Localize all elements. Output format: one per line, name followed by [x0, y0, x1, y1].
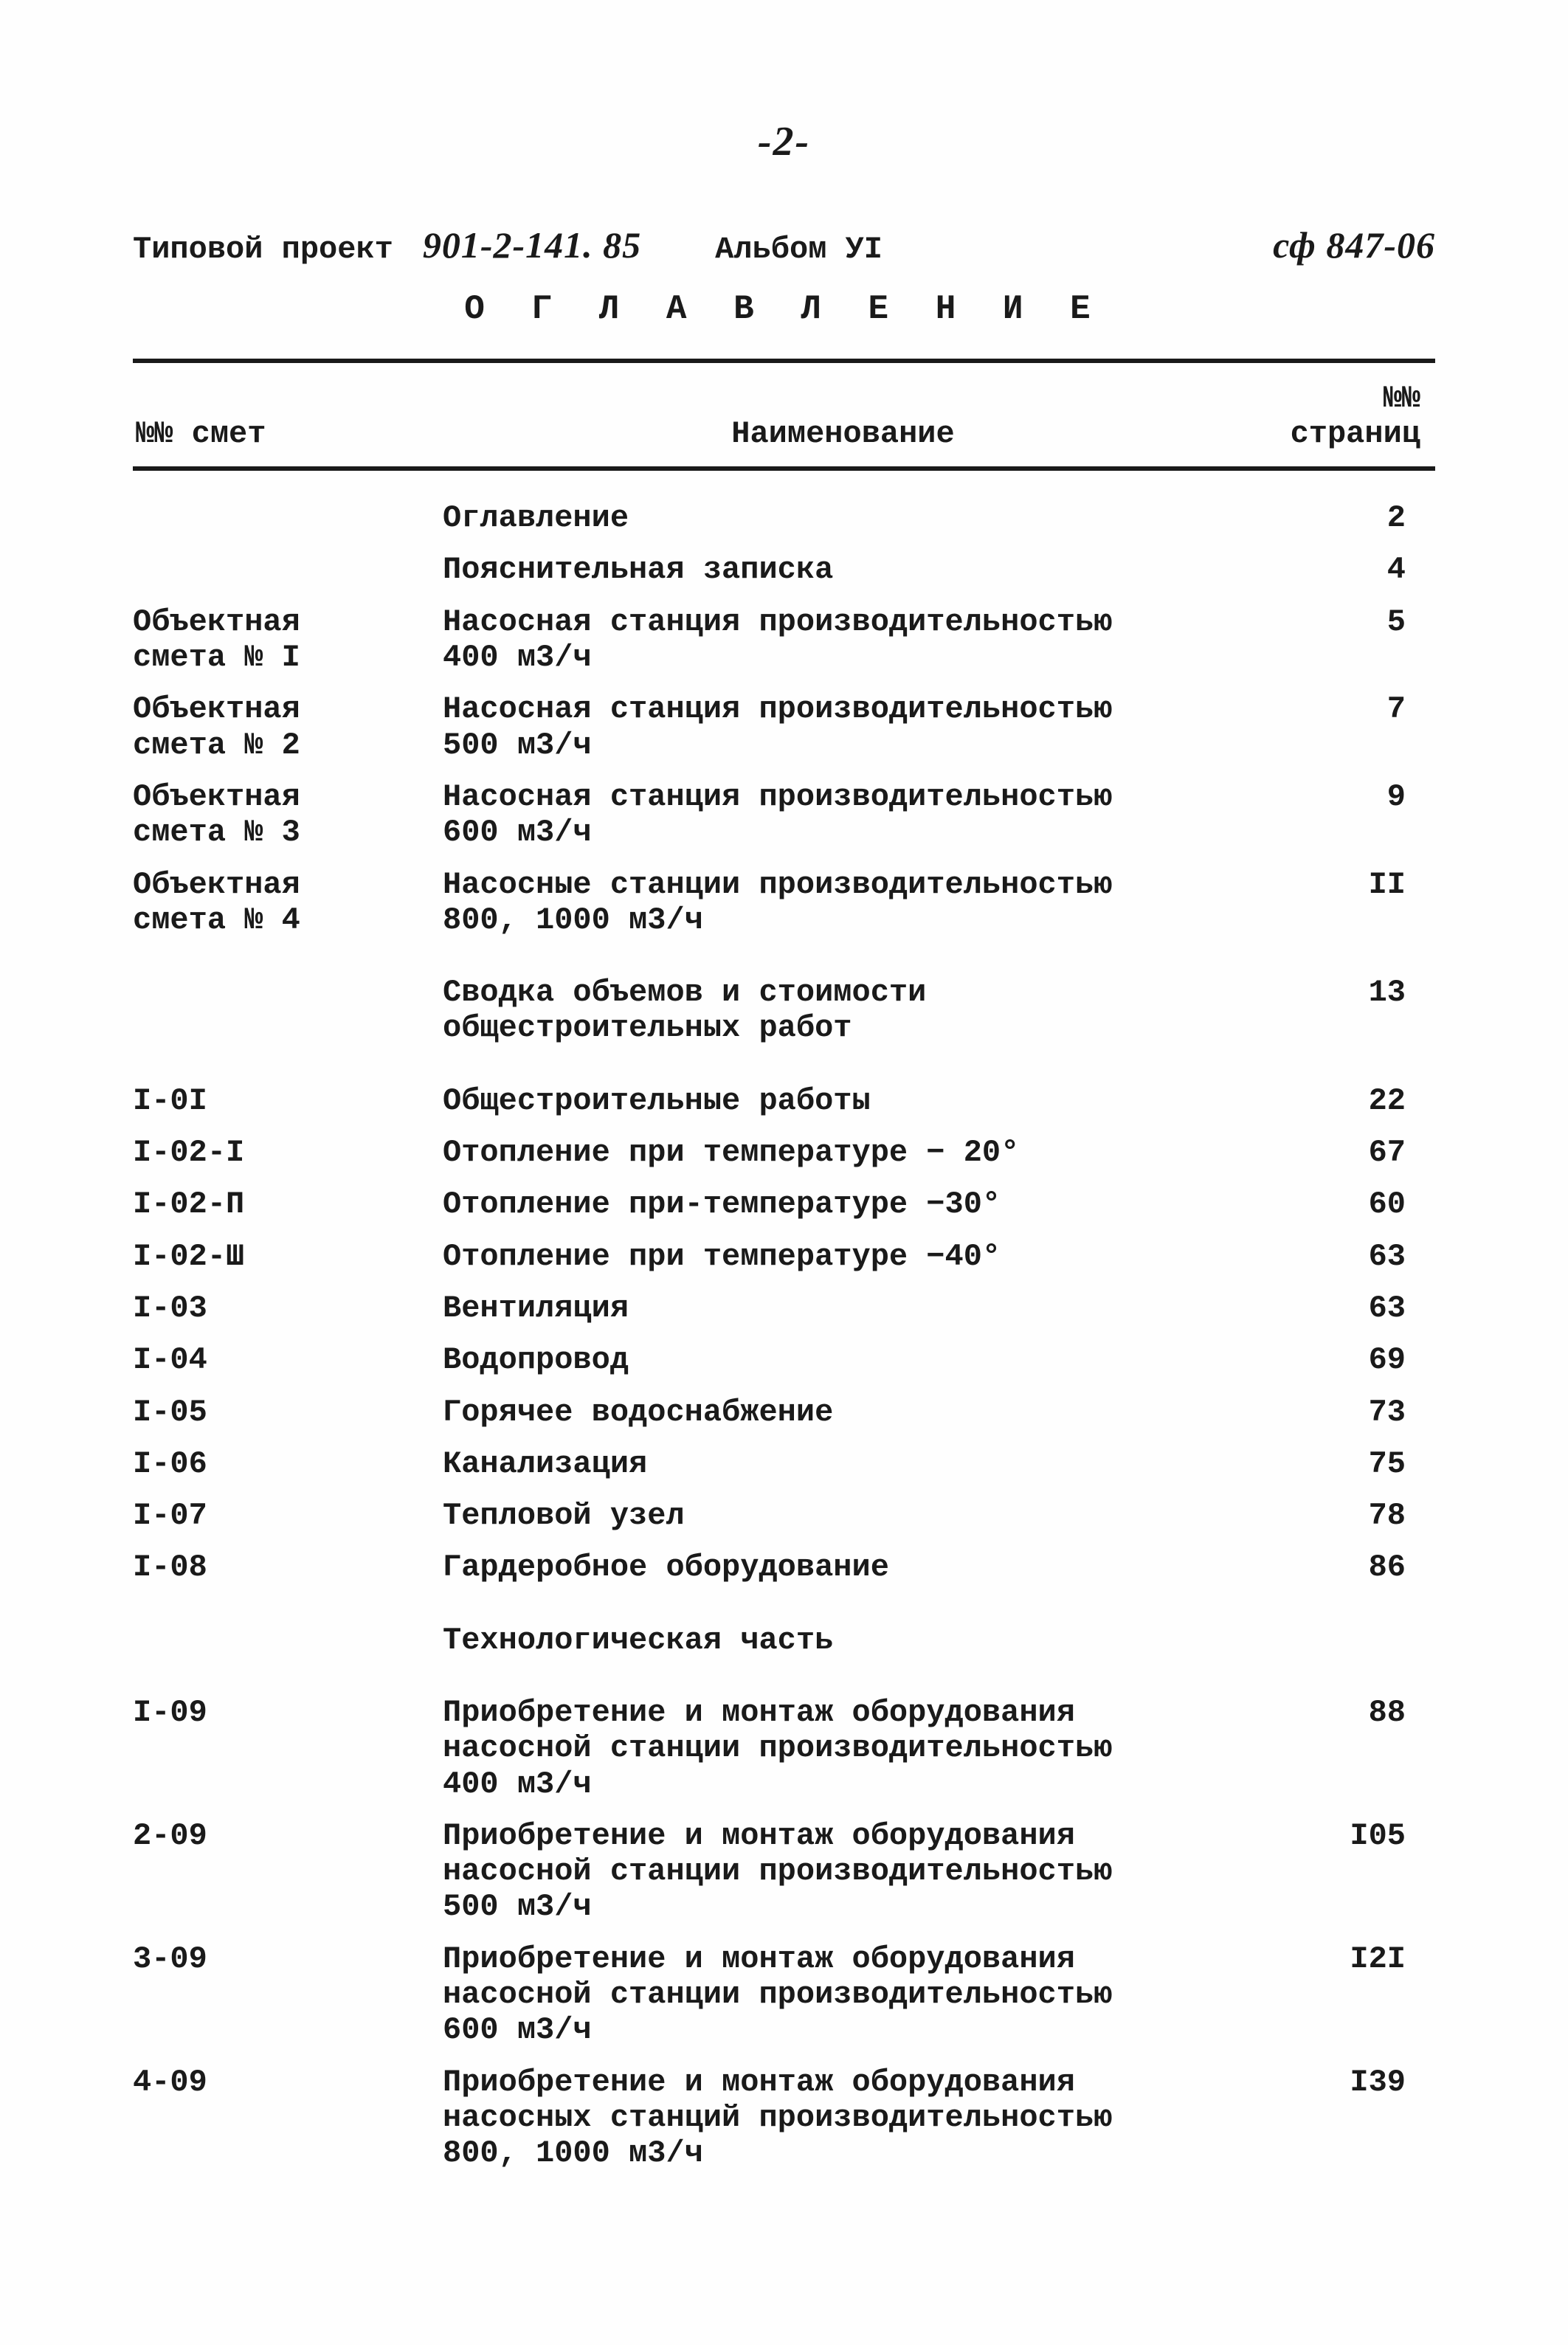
- cell-page: I39: [1243, 2065, 1435, 2100]
- table-row: I-07Тепловой узел78: [133, 1498, 1435, 1533]
- cell-page: 75: [1243, 1446, 1435, 1482]
- reference-code: сф 847-06: [1273, 224, 1435, 267]
- doc-header: Типовой проект 901-2-141. 85 Альбом УI с…: [133, 224, 1435, 267]
- cell-page: 78: [1243, 1498, 1435, 1533]
- cell-smet: 2-09: [133, 1818, 443, 1854]
- table-row: I-09Приобретение и монтаж оборудования н…: [133, 1695, 1435, 1802]
- cell-smet: Объектная смета № 2: [133, 691, 443, 763]
- cell-name: Тепловой узел: [443, 1498, 1243, 1533]
- cell-name: Приобретение и монтаж оборудования насос…: [443, 2065, 1243, 2172]
- cell-page: 22: [1243, 1083, 1435, 1119]
- cell-name: Приобретение и монтаж оборудования насос…: [443, 1941, 1243, 2048]
- cell-name: Насосная станция производительностью 400…: [443, 604, 1243, 676]
- cell-name: Канализация: [443, 1446, 1243, 1482]
- cell-smet: I-03: [133, 1291, 443, 1326]
- col-header-smet: №№ смет: [133, 416, 443, 452]
- cell-smet: Объектная смета № 4: [133, 867, 443, 939]
- cell-name: Отопление при температуре − 20°: [443, 1135, 1243, 1170]
- cell-smet: Объектная смета № I: [133, 604, 443, 676]
- cell-smet: I-09: [133, 1695, 443, 1730]
- table-row: Объектная смета № 3Насосная станция прои…: [133, 779, 1435, 851]
- cell-smet: I-04: [133, 1342, 443, 1378]
- project-number: 901-2-141. 85: [423, 224, 641, 267]
- cell-name: Насосная станция производительностью 600…: [443, 779, 1243, 851]
- cell-smet: 4-09: [133, 2065, 443, 2100]
- table-row: Пояснительная записка4: [133, 552, 1435, 587]
- cell-name: Водопровод: [443, 1342, 1243, 1378]
- cell-smet: I-08: [133, 1550, 443, 1585]
- cell-page: 5: [1243, 604, 1435, 640]
- cell-name: Насосная станция производительностью 500…: [443, 691, 1243, 763]
- section-gap: [133, 954, 1435, 975]
- table-row: Сводка объемов и стоимости общестроитель…: [133, 975, 1435, 1046]
- table-row: I-05Горячее водоснабжение73: [133, 1395, 1435, 1430]
- cell-page: 60: [1243, 1187, 1435, 1222]
- document-title: О Г Л А В Л Е Н И Е: [133, 290, 1435, 329]
- cell-name: Горячее водоснабжение: [443, 1395, 1243, 1430]
- table-row: Объектная смета № 4Насосные станции прои…: [133, 867, 1435, 939]
- page-number: -2-: [133, 118, 1435, 165]
- table-row: I-08Гардеробное оборудование86: [133, 1550, 1435, 1585]
- cell-smet: I-05: [133, 1395, 443, 1430]
- table-row: 2-09Приобретение и монтаж оборудования н…: [133, 1818, 1435, 1925]
- table-row: 3-09Приобретение и монтаж оборудования н…: [133, 1941, 1435, 2048]
- cell-smet: 3-09: [133, 1941, 443, 1977]
- cell-smet: Объектная смета № 3: [133, 779, 443, 851]
- cell-page: 2: [1243, 500, 1435, 536]
- cell-page: 67: [1243, 1135, 1435, 1170]
- table-row: I-03Вентиляция63: [133, 1291, 1435, 1326]
- table-row: I-0IОбщестроительные работы22: [133, 1083, 1435, 1119]
- cell-smet: I-02-I: [133, 1135, 443, 1170]
- cell-name: Отопление при-температуре −30°: [443, 1187, 1243, 1222]
- cell-page: 63: [1243, 1291, 1435, 1326]
- cell-page: 4: [1243, 552, 1435, 587]
- cell-smet: I-07: [133, 1498, 443, 1533]
- cell-page: 88: [1243, 1695, 1435, 1730]
- cell-name: Пояснительная записка: [443, 552, 1243, 587]
- table-row: Технологическая часть: [133, 1623, 1435, 1658]
- table-row: Объектная смета № 2Насосная станция прои…: [133, 691, 1435, 763]
- cell-name: Насосные станции производительностью 800…: [443, 867, 1243, 939]
- cell-smet: I-0I: [133, 1083, 443, 1119]
- cell-smet: I-06: [133, 1446, 443, 1482]
- table-row: I-02-ШОтопление при температуре −40°63: [133, 1239, 1435, 1274]
- col-header-name: Наименование: [443, 416, 1243, 452]
- cell-page: 69: [1243, 1342, 1435, 1378]
- cell-name: Оглавление: [443, 500, 1243, 536]
- project-label: Типовой проект: [133, 232, 393, 267]
- table-header: №№ смет Наименование №№ страниц: [133, 363, 1435, 467]
- table-row: 4-09Приобретение и монтаж оборудования н…: [133, 2065, 1435, 2172]
- cell-name: Вентиляция: [443, 1291, 1243, 1326]
- col-header-pages: №№ страниц: [1243, 381, 1435, 452]
- cell-smet: I-02-П: [133, 1187, 443, 1222]
- section-gap: [133, 1674, 1435, 1695]
- table-body: Оглавление2Пояснительная записка4Объектн…: [133, 471, 1435, 2171]
- cell-name: Приобретение и монтаж оборудования насос…: [443, 1818, 1243, 1925]
- cell-page: 63: [1243, 1239, 1435, 1274]
- table-row: Оглавление2: [133, 500, 1435, 536]
- cell-name: Гардеробное оборудование: [443, 1550, 1243, 1585]
- table-row: I-04Водопровод69: [133, 1342, 1435, 1378]
- cell-name: Технологическая часть: [443, 1623, 1243, 1658]
- cell-page: I2I: [1243, 1941, 1435, 1977]
- table-row: I-06Канализация75: [133, 1446, 1435, 1482]
- cell-page: 13: [1243, 975, 1435, 1010]
- cell-name: Сводка объемов и стоимости общестроитель…: [443, 975, 1243, 1046]
- album-label: Альбом УI: [715, 232, 883, 267]
- cell-page: I05: [1243, 1818, 1435, 1854]
- cell-smet: I-02-Ш: [133, 1239, 443, 1274]
- table-row: I-02-ПОтопление при-температуре −30°60: [133, 1187, 1435, 1222]
- table-row: Объектная смета № IНасосная станция прои…: [133, 604, 1435, 676]
- section-gap: [133, 1602, 1435, 1623]
- cell-name: Отопление при температуре −40°: [443, 1239, 1243, 1274]
- cell-page: 7: [1243, 691, 1435, 727]
- table-row: I-02-IОтопление при температуре − 20°67: [133, 1135, 1435, 1170]
- cell-page: 9: [1243, 779, 1435, 815]
- cell-page: 73: [1243, 1395, 1435, 1430]
- cell-page: 86: [1243, 1550, 1435, 1585]
- cell-page: II: [1243, 867, 1435, 902]
- cell-name: Приобретение и монтаж оборудования насос…: [443, 1695, 1243, 1802]
- cell-name: Общестроительные работы: [443, 1083, 1243, 1119]
- section-gap: [133, 1063, 1435, 1083]
